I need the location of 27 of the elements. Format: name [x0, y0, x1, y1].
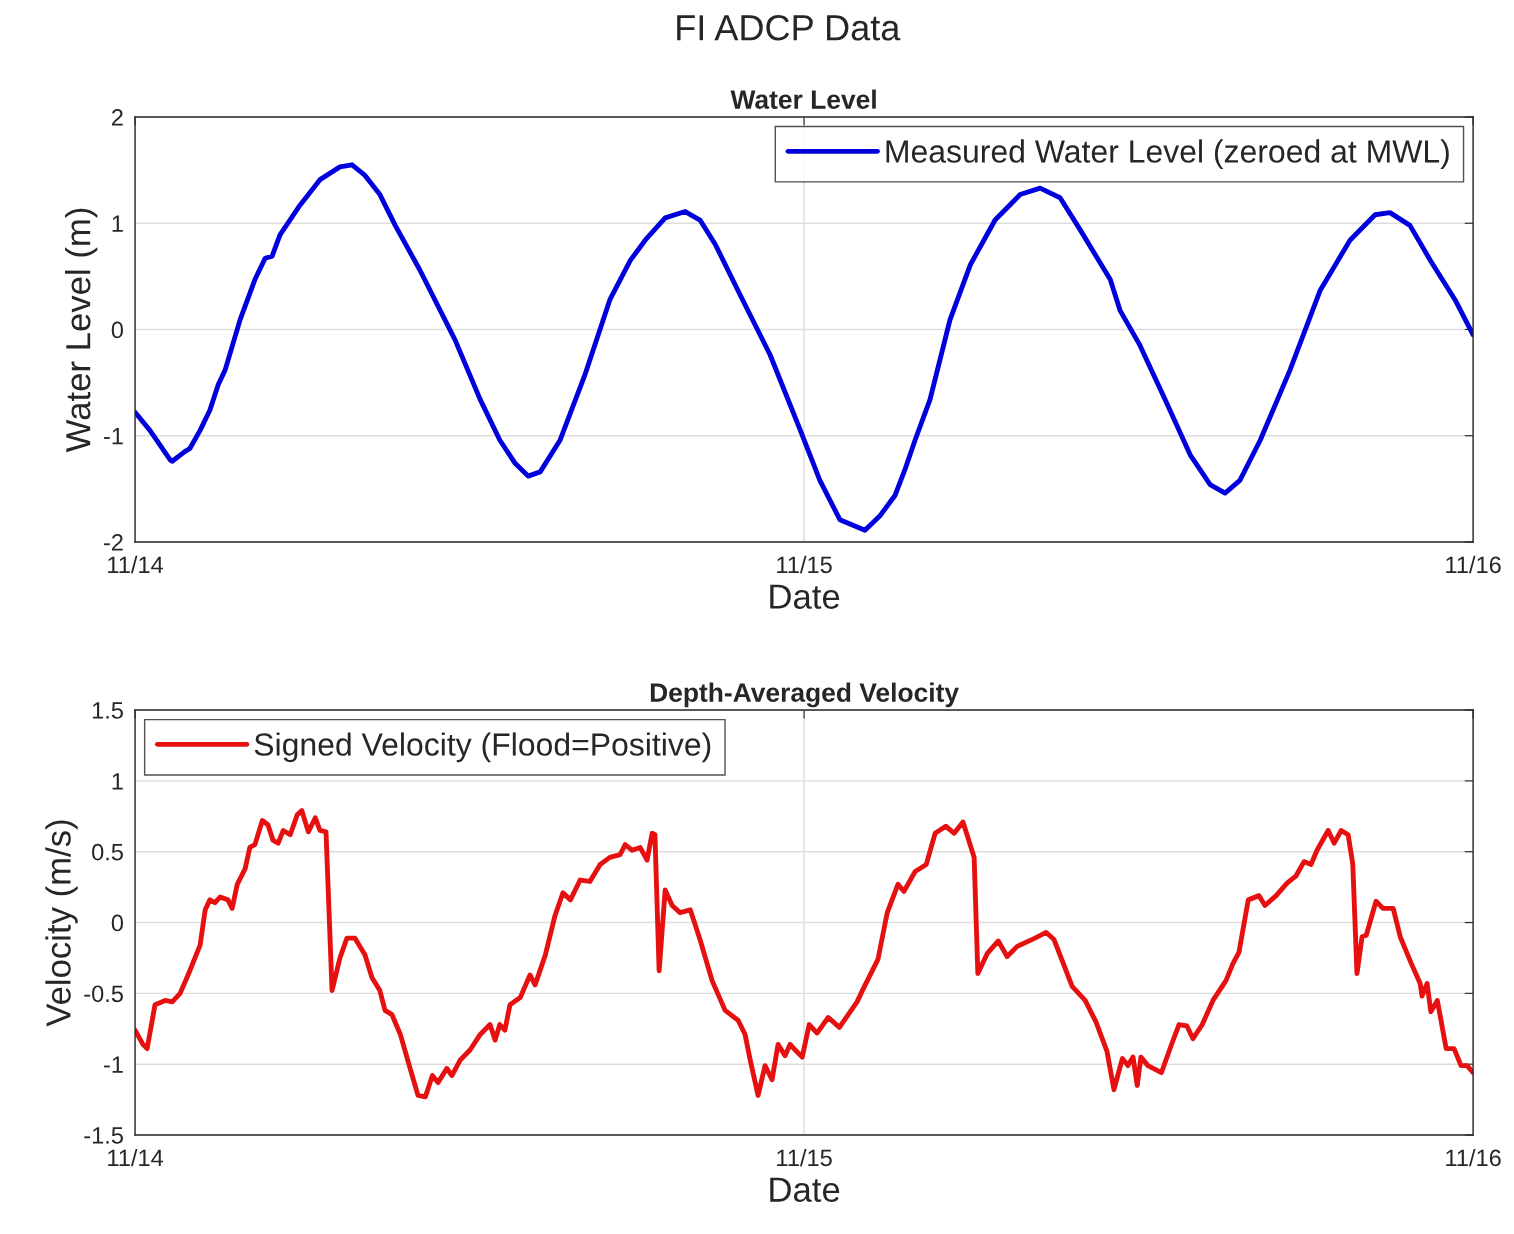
y-tick-label: 0.5	[92, 843, 123, 861]
y-axis-title: Water Level (m)	[65, 208, 98, 453]
legend-label: Signed Velocity (Flood=Positive)	[254, 732, 711, 763]
x-tick-label: 11/15	[777, 1148, 832, 1167]
chart-title: Depth-Averaged Velocity	[650, 682, 959, 708]
y-axis-title: Velocity (m/s)	[45, 820, 78, 1027]
y-tick-label: 0	[111, 914, 124, 932]
x-axis-title: Date	[770, 1177, 840, 1202]
y-tick-label: 1.5	[92, 702, 123, 719]
text: FI ADCP Data	[677, 14, 901, 41]
x-tick-label: 11/16	[1446, 555, 1501, 574]
y-tick-label: 1	[112, 215, 123, 232]
y-tick-label: 1	[112, 773, 123, 790]
x-tick-label: 11/14	[108, 555, 164, 574]
y-tick-label: -0.5	[84, 985, 123, 1003]
y-tick-label: 0	[111, 321, 124, 339]
legend-label: Measured Water Level (zeroed at MWL)	[886, 139, 1449, 170]
y-tick-label: -1	[103, 1056, 123, 1073]
x-tick-label: 11/15	[777, 555, 832, 574]
y-tick-label: -1.5	[84, 1127, 123, 1144]
x-tick-label: 11/14	[108, 1148, 164, 1167]
y-tick-label: 2	[112, 109, 123, 126]
y-tick-label: -1	[103, 428, 123, 445]
y-tick-label: -2	[103, 534, 123, 551]
chart-title: Water Level	[730, 89, 876, 109]
x-tick-label: 11/16	[1446, 1148, 1501, 1167]
x-axis-title: Date	[770, 584, 840, 609]
